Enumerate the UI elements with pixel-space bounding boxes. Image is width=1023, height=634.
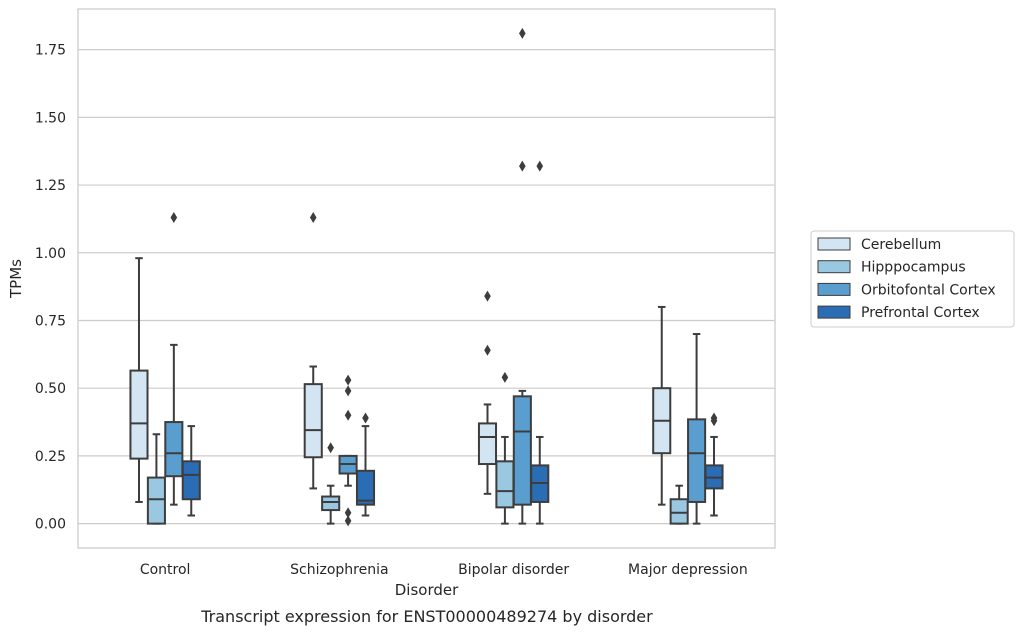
legend-swatch: [817, 237, 851, 251]
chart-caption: Transcript expression for ENST0000048927…: [200, 607, 653, 626]
box-iqr: [321, 495, 341, 512]
box-prefrontal-cortex-control: [181, 425, 201, 517]
box-iqr: [129, 369, 149, 460]
y-axis-label: TPMs: [7, 259, 25, 299]
box-iqr: [303, 383, 323, 459]
box-iqr: [669, 498, 689, 525]
outlier-point: [344, 374, 352, 386]
box-iqr: [477, 422, 498, 466]
x-axis-label: Disorder: [395, 581, 459, 599]
y-tick-label: 1.00: [35, 246, 66, 262]
legend-label: Hipppocampus: [861, 260, 966, 276]
outlier-point: [484, 344, 491, 356]
box-orbitofontal-cortex-control: [164, 212, 184, 506]
box-prefrontal-cortex-major-depression: [704, 412, 724, 517]
x-tick-label: Bipolar disorder: [458, 562, 569, 578]
outlier-point: [309, 212, 317, 224]
box-iqr: [355, 469, 376, 506]
box-hipppocampus-major-depression: [669, 484, 689, 525]
box-iqr: [164, 421, 184, 478]
plot-frame: [77, 8, 776, 549]
box-prefrontal-cortex-bipolar-disorder: [530, 160, 550, 525]
legend-swatch: [817, 282, 851, 296]
box-cerebellum-bipolar-disorder: [477, 290, 498, 495]
outlier-point: [344, 515, 352, 527]
y-tick-label: 0.50: [35, 381, 66, 397]
y-tick-label: 1.50: [35, 110, 66, 126]
legend-swatch: [817, 305, 851, 319]
legend-frame: [810, 230, 1015, 328]
x-tick-labels: Control Schizophrenia Bipolar disorder Majo…: [140, 562, 748, 578]
y-tick-labels: 0.00 0.25 0.50 0.75 1.00 1.25 1.50 1.75: [35, 43, 66, 533]
outlier-point: [484, 290, 491, 302]
outlier-point: [710, 412, 718, 424]
box-hipppocampus-schizophrenia: [321, 442, 341, 525]
box-cerebellum-schizophrenia: [303, 212, 323, 490]
box-orbitofontal-cortex-schizophrenia: [338, 374, 358, 527]
y-tick-label: 0.00: [35, 517, 66, 533]
x-tick-label: Major depression: [628, 562, 748, 578]
legend-swatch: [817, 260, 851, 274]
outlier-point: [519, 27, 526, 39]
box-iqr: [687, 418, 707, 503]
outlier-point: [519, 160, 526, 172]
box-hipppocampus-bipolar-disorder: [495, 371, 515, 525]
box-iqr: [181, 460, 201, 501]
box-cerebellum-control: [129, 257, 149, 503]
legend: Cerebellum Hipppocampus Orbitofontal Corte…: [810, 230, 1015, 328]
box-hipppocampus-control: [146, 433, 166, 525]
x-tick-label: Control: [140, 562, 191, 578]
outlier-point: [170, 212, 178, 224]
outlier-point: [344, 385, 352, 397]
box-cerebellum-major-depression: [652, 305, 672, 506]
box-iqr: [146, 476, 166, 525]
outlier-point: [362, 412, 369, 424]
y-tick-label: 1.25: [35, 178, 66, 194]
grid-lines: [78, 49, 775, 525]
y-tick-label: 0.75: [35, 313, 66, 329]
y-tick-label: 0.25: [35, 449, 66, 465]
box-orbitofontal-cortex-bipolar-disorder: [512, 27, 532, 525]
x-tick-label: Schizophrenia: [290, 562, 388, 578]
box-prefrontal-cortex-schizophrenia: [355, 412, 376, 517]
outlier-point: [344, 507, 352, 519]
legend-label: Orbitofontal Cortex: [861, 282, 996, 298]
box-iqr: [512, 395, 532, 506]
legend-label: Cerebellum: [861, 237, 941, 253]
outlier-point: [344, 409, 352, 421]
outlier-point: [536, 160, 544, 172]
box-orbitofontal-cortex-major-depression: [687, 333, 707, 525]
outlier-point: [327, 442, 334, 454]
box-plots: [129, 27, 724, 527]
y-tick-label: 1.75: [35, 43, 66, 59]
legend-label: Prefrontal Cortex: [861, 305, 980, 321]
box-iqr: [495, 460, 515, 509]
outlier-point: [501, 371, 509, 383]
